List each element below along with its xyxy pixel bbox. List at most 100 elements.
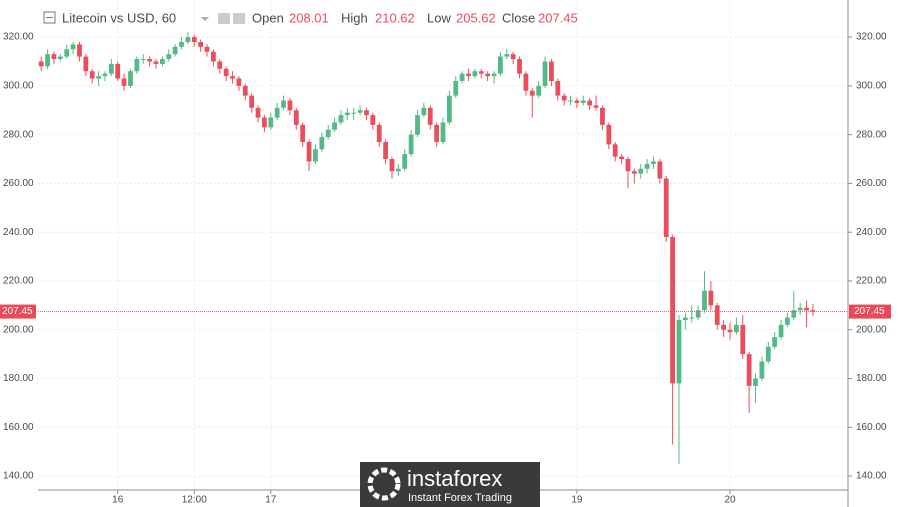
candle-body bbox=[77, 44, 82, 57]
candle-body bbox=[606, 124, 612, 145]
candle-body bbox=[523, 73, 529, 91]
close-value: 207.45 bbox=[538, 10, 578, 25]
dropdown-arrow[interactable] bbox=[201, 17, 209, 21]
open-value: 208.01 bbox=[289, 10, 329, 25]
candle-body bbox=[364, 110, 369, 116]
candle-body bbox=[383, 141, 388, 160]
candle-body bbox=[408, 134, 414, 155]
candle-body bbox=[338, 115, 344, 123]
candle-body bbox=[561, 95, 567, 101]
watermark-tagline: Instant Forex Trading bbox=[408, 492, 512, 504]
y-tick-label: 300.00 bbox=[856, 80, 887, 91]
candle-body bbox=[682, 317, 688, 320]
candle-body bbox=[549, 61, 554, 81]
candle-body bbox=[580, 100, 586, 103]
y-tick-label: 220.00 bbox=[856, 276, 887, 287]
candle-body bbox=[191, 37, 197, 42]
candle-body bbox=[357, 110, 363, 113]
x-tick-label: 12:00 bbox=[182, 495, 207, 506]
candle-body bbox=[166, 54, 172, 60]
candle-body bbox=[746, 354, 752, 386]
candle-body bbox=[134, 59, 140, 72]
candle-body bbox=[797, 307, 803, 311]
candle-body bbox=[351, 112, 357, 114]
x-tick-label: 16 bbox=[112, 495, 124, 506]
remove-icon[interactable] bbox=[233, 13, 245, 24]
candle-body bbox=[300, 124, 306, 142]
candle-body bbox=[64, 49, 70, 57]
candle-body bbox=[574, 100, 580, 103]
candle-body bbox=[542, 61, 548, 86]
candle-body bbox=[446, 95, 452, 123]
candle-body bbox=[593, 105, 599, 108]
watermark: instaforex Instant Forex Trading bbox=[360, 462, 540, 507]
last-price-label: 207.45 bbox=[854, 306, 885, 317]
y-tick-label-left: 280.00 bbox=[3, 129, 34, 140]
candle-body bbox=[759, 361, 765, 379]
candle-body bbox=[287, 100, 293, 111]
low-value: 205.62 bbox=[456, 10, 496, 25]
y-tick-label-left: 220.00 bbox=[3, 276, 34, 287]
candle-body bbox=[223, 68, 229, 77]
candle-body bbox=[121, 78, 127, 86]
settings-icon[interactable] bbox=[218, 13, 230, 24]
candle-body bbox=[536, 85, 542, 96]
candle-body bbox=[631, 171, 637, 174]
candle-body bbox=[108, 63, 114, 74]
candle-body bbox=[708, 290, 714, 306]
symbol: Litecoin vs USD, 60 bbox=[62, 10, 176, 25]
candle-body bbox=[651, 161, 656, 164]
open-label: Open bbox=[252, 10, 284, 25]
y-tick-label-left: 140.00 bbox=[3, 471, 34, 482]
candle-body bbox=[778, 324, 784, 338]
candle-body bbox=[236, 78, 242, 86]
candle-body bbox=[434, 124, 440, 142]
y-tick-label: 320.00 bbox=[856, 32, 887, 43]
candle-body bbox=[517, 59, 522, 74]
candle-body bbox=[262, 117, 267, 128]
candle-body bbox=[485, 73, 491, 77]
candle-body bbox=[389, 159, 395, 172]
candle-body bbox=[733, 324, 739, 333]
candle-body bbox=[785, 317, 790, 325]
y-tick-label-left: 200.00 bbox=[3, 324, 34, 335]
candle-body bbox=[319, 137, 325, 150]
x-tick-label: 17 bbox=[265, 495, 277, 506]
candle-body bbox=[804, 307, 809, 311]
candle-body bbox=[568, 100, 573, 102]
candle-body bbox=[657, 161, 663, 179]
collapse-icon[interactable] bbox=[43, 11, 56, 24]
candle-body bbox=[70, 44, 76, 50]
candle-body bbox=[466, 73, 471, 77]
candle-body bbox=[612, 144, 618, 157]
candle-body bbox=[663, 178, 669, 238]
last-price-box bbox=[849, 304, 891, 319]
watermark-brand: instaforex bbox=[407, 466, 502, 491]
last-price-box-left bbox=[0, 304, 36, 319]
candle-body bbox=[638, 168, 644, 174]
candle-body bbox=[306, 141, 312, 162]
candle-body bbox=[96, 76, 101, 79]
candle-body bbox=[395, 168, 401, 172]
candle-body bbox=[376, 124, 382, 142]
y-tick-label: 140.00 bbox=[856, 471, 887, 482]
candle-body bbox=[421, 107, 427, 116]
candle-body bbox=[727, 329, 733, 333]
candle-body bbox=[38, 61, 44, 67]
candle-body bbox=[498, 56, 503, 74]
candle-body bbox=[670, 237, 675, 384]
y-tick-label-left: 160.00 bbox=[3, 422, 34, 433]
watermark-logo bbox=[367, 467, 401, 501]
high-label: High bbox=[341, 10, 368, 25]
candle-body bbox=[89, 71, 95, 79]
candle-body bbox=[230, 76, 235, 79]
close-label: Close bbox=[502, 10, 535, 25]
candle-body bbox=[325, 129, 331, 138]
candle-body bbox=[370, 115, 376, 125]
y-tick-label: 280.00 bbox=[856, 129, 887, 140]
candle-body bbox=[255, 107, 261, 118]
y-tick-label: 240.00 bbox=[856, 227, 887, 238]
candle-body bbox=[332, 122, 337, 130]
